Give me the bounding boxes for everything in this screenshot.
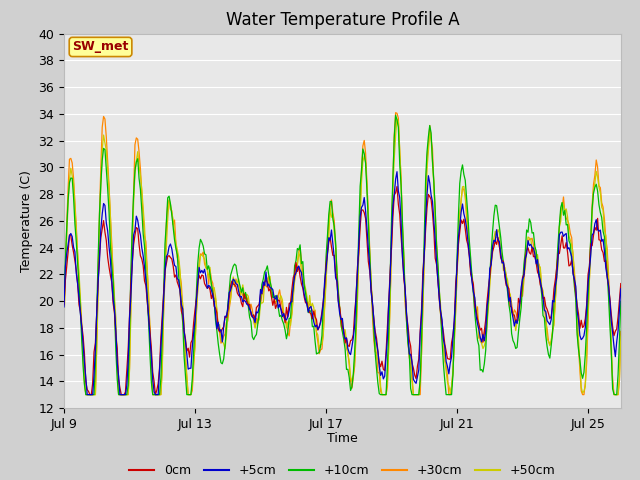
Y-axis label: Temperature (C): Temperature (C) — [20, 170, 33, 272]
Title: Water Temperature Profile A: Water Temperature Profile A — [225, 11, 460, 29]
Text: SW_met: SW_met — [72, 40, 129, 53]
Legend: 0cm, +5cm, +10cm, +30cm, +50cm: 0cm, +5cm, +10cm, +30cm, +50cm — [124, 459, 561, 480]
X-axis label: Time: Time — [327, 432, 358, 445]
